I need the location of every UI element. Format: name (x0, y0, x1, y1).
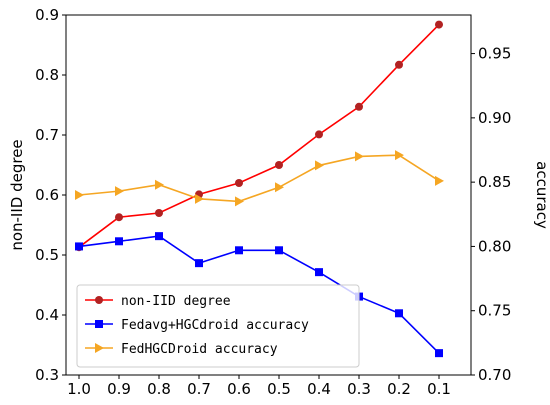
legend-item: non-IID degree (85, 294, 231, 309)
data-point (75, 190, 84, 200)
data-point (115, 213, 123, 222)
data-point (275, 246, 283, 255)
right-tick-label: 0.85 (478, 173, 511, 191)
right-axis-ticks: 0.70 0.75 0.80 0.85 0.90 0.95 (471, 45, 511, 384)
right-tick-label: 0.90 (478, 109, 511, 127)
x-tick-label: 0.1 (427, 380, 451, 398)
x-tick-label: 0.7 (187, 380, 211, 398)
x-axis-ticks: 1.0 0.9 0.8 0.7 0.6 0.5 0.4 0.3 0.2 0.1 (67, 375, 451, 398)
data-point (155, 209, 163, 217)
legend-marker (95, 343, 104, 353)
left-tick-label: 0.4 (35, 306, 59, 324)
legend-label: FedHGCDroid accuracy (121, 342, 278, 357)
x-tick-label: 0.5 (267, 380, 291, 398)
left-tick-label: 0.5 (35, 246, 59, 264)
series-line (78, 154, 440, 203)
data-point (315, 130, 323, 139)
left-tick-label: 0.9 (35, 6, 59, 24)
series-non-iid-degree (75, 20, 443, 252)
data-point (355, 102, 363, 111)
data-point (75, 242, 83, 251)
right-tick-label: 0.80 (478, 237, 511, 255)
data-point (315, 160, 324, 171)
data-point (395, 150, 404, 161)
x-tick-label: 0.9 (107, 380, 131, 398)
left-tick-label: 0.7 (35, 126, 59, 144)
legend-marker (95, 296, 103, 304)
left-tick-label: 0.6 (35, 186, 59, 204)
x-tick-label: 1.0 (67, 380, 91, 398)
x-tick-label: 0.4 (307, 380, 331, 398)
right-axis-title: accuracy (533, 161, 550, 229)
data-point (155, 232, 163, 241)
series-fedhgcdroid-accuracy (75, 150, 444, 207)
right-tick-label: 0.95 (478, 45, 511, 63)
data-point (275, 161, 283, 169)
x-tick-label: 0.2 (387, 380, 411, 398)
data-point (355, 151, 364, 162)
x-tick-label: 0.8 (147, 380, 171, 398)
data-point (395, 60, 403, 69)
data-point (235, 196, 244, 207)
legend-marker (95, 320, 103, 328)
data-point (235, 246, 243, 255)
left-tick-label: 0.3 (35, 366, 59, 384)
data-point (195, 259, 203, 268)
right-tick-label: 0.75 (478, 302, 511, 320)
data-point (115, 186, 124, 197)
data-point (395, 309, 403, 318)
x-tick-label: 0.3 (347, 380, 371, 398)
data-point (275, 182, 284, 193)
left-tick-label: 0.8 (35, 66, 59, 84)
data-point (235, 179, 243, 187)
data-point (435, 349, 443, 358)
data-point (435, 20, 443, 29)
series-layer (75, 20, 444, 358)
data-point (195, 193, 204, 204)
legend-label: non-IID degree (121, 294, 231, 309)
data-point (115, 237, 123, 246)
legend-item: Fedavg+HGCdroid accuracy (85, 318, 309, 333)
series-line (78, 24, 440, 248)
legend-box (76, 284, 360, 368)
left-axis-title: non-IID degree (8, 139, 26, 250)
right-tick-label: 0.70 (478, 366, 511, 384)
data-point (155, 179, 164, 190)
legend: non-IID degree Fedavg+HGCdroid accuracy Fe… (76, 284, 360, 368)
data-point (315, 268, 323, 277)
legend-item: FedHGCDroid accuracy (85, 342, 278, 357)
series-line (78, 235, 440, 354)
x-tick-label: 0.6 (227, 380, 251, 398)
left-axis-ticks: 0.3 0.4 0.5 0.6 0.7 0.8 0.9 (35, 6, 66, 384)
legend-label: Fedavg+HGCdroid accuracy (121, 318, 309, 333)
data-point (435, 175, 444, 186)
legend-items: non-IID degree Fedavg+HGCdroid accuracy Fe… (85, 294, 309, 357)
